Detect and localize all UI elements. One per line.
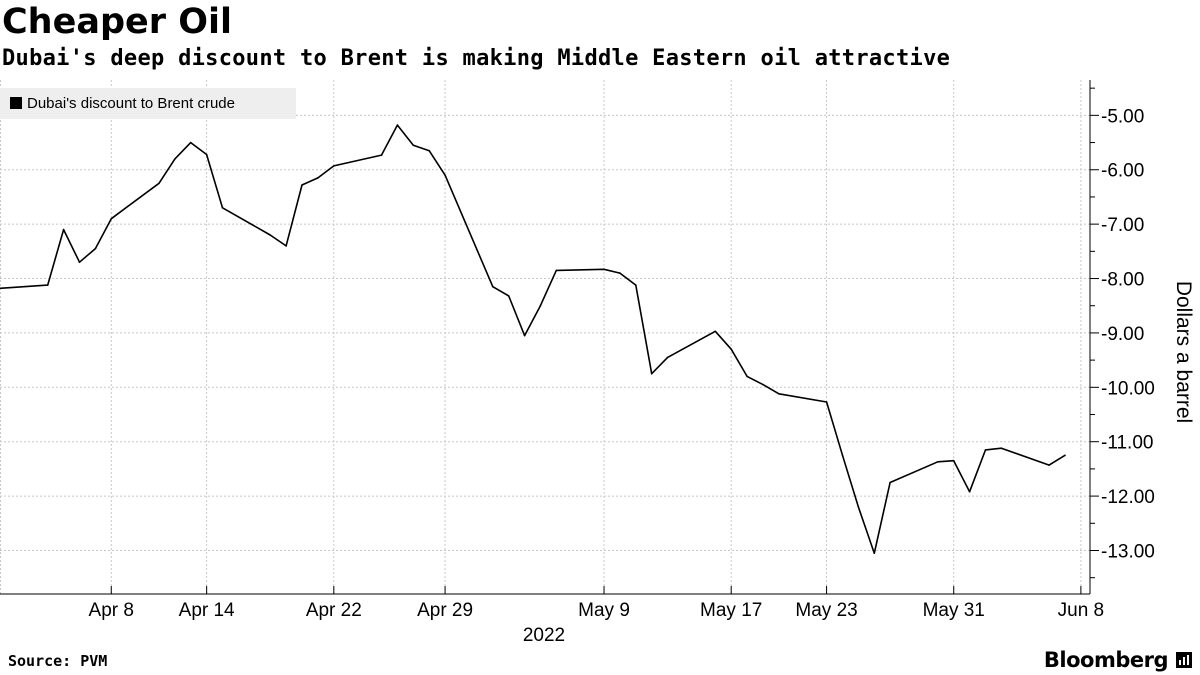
data-point [221, 207, 224, 209]
data-point [746, 375, 748, 378]
data-point [825, 401, 828, 403]
data-point [778, 393, 780, 395]
x-tick-label: Apr 8 [89, 600, 134, 621]
data-point [762, 383, 764, 386]
y-axis-label: Dollars a barrel [1172, 281, 1195, 423]
series-line [0, 124, 1066, 555]
x-tick-label: Apr 22 [306, 600, 362, 621]
y-tick-label: -12.00 [1101, 487, 1155, 508]
data-point [603, 268, 605, 271]
x-tick-label: Apr 14 [179, 600, 235, 621]
data-point [714, 330, 717, 333]
y-axis: -5.00 -6.00 -7.00 -8.00 -9.00 -10.00 -11.00 -12… [1089, 80, 1155, 594]
x-tick-label: Jun 8 [1058, 600, 1104, 621]
data-point [158, 182, 160, 185]
legend: Dubai's discount to Brent crude [0, 88, 296, 119]
data-point [333, 165, 335, 167]
data-point [62, 228, 65, 231]
x-tick-label: Apr 29 [417, 600, 473, 621]
data-point [285, 245, 287, 247]
data-point [539, 304, 542, 307]
data-point [1048, 464, 1050, 466]
data-point [968, 490, 971, 493]
y-tick-label: -13.00 [1101, 541, 1155, 562]
data-point [730, 348, 732, 351]
data-point [857, 506, 860, 508]
data-point [507, 295, 510, 297]
data-point [412, 144, 415, 147]
data-point [380, 154, 383, 156]
legend-background [0, 88, 296, 119]
source-note: Source: PVM [8, 652, 108, 670]
data-point [984, 449, 987, 451]
legend-swatch [10, 97, 22, 109]
data-point [46, 284, 49, 286]
chart-title: Cheaper Oil [2, 2, 232, 42]
data-point [635, 284, 637, 286]
data-point [269, 234, 272, 236]
grid-lines [0, 80, 1090, 594]
y-tick-label: -8.00 [1101, 270, 1144, 291]
data-point [937, 461, 939, 463]
x-axis-year-label: 2022 [523, 625, 565, 646]
y-tick-label: -10.00 [1101, 378, 1155, 399]
data-point [952, 459, 955, 462]
x-tick-label: May 17 [700, 600, 762, 621]
y-tick-label: -7.00 [1101, 215, 1144, 236]
data-point [619, 272, 621, 274]
data-point [301, 184, 303, 186]
data-point [396, 124, 399, 126]
data-point [889, 481, 891, 484]
data-point [94, 247, 97, 250]
data-point [555, 269, 558, 272]
data-point [650, 372, 653, 375]
data-point [492, 285, 494, 288]
brand-logo: Bloomberg [1043, 648, 1169, 672]
data-point [189, 141, 192, 144]
y-tick-label: -6.00 [1101, 161, 1144, 182]
data-point [873, 552, 876, 554]
data-point [428, 149, 431, 152]
x-axis: Apr 8 Apr 14 Apr 22 Apr 29 May 9 May 17 May 23… [0, 586, 1104, 621]
data-point [444, 174, 446, 176]
data-point [523, 334, 526, 337]
x-tick-label: May 23 [795, 600, 857, 621]
data-point [666, 356, 669, 359]
data-point [1064, 454, 1066, 457]
y-tick-label: -9.00 [1101, 324, 1144, 345]
legend-label: Dubai's discount to Brent crude [27, 95, 235, 112]
x-tick-label: May 9 [578, 600, 630, 621]
data-point [841, 454, 844, 457]
x-tick-label: May 31 [923, 600, 985, 621]
data-point [0, 287, 1, 290]
data-point [317, 177, 319, 179]
data-point [174, 158, 176, 160]
bloomberg-terminal-icon [1176, 652, 1192, 668]
y-tick-label: -11.00 [1101, 433, 1153, 454]
data-point [205, 153, 208, 156]
data-point [78, 261, 81, 264]
data-point [110, 217, 113, 220]
y-tick-label: -5.00 [1101, 106, 1144, 127]
chart-subtitle: Dubai's deep discount to Brent is making… [2, 46, 951, 71]
series-dubai-discount [0, 124, 1066, 555]
data-point [1000, 447, 1003, 450]
